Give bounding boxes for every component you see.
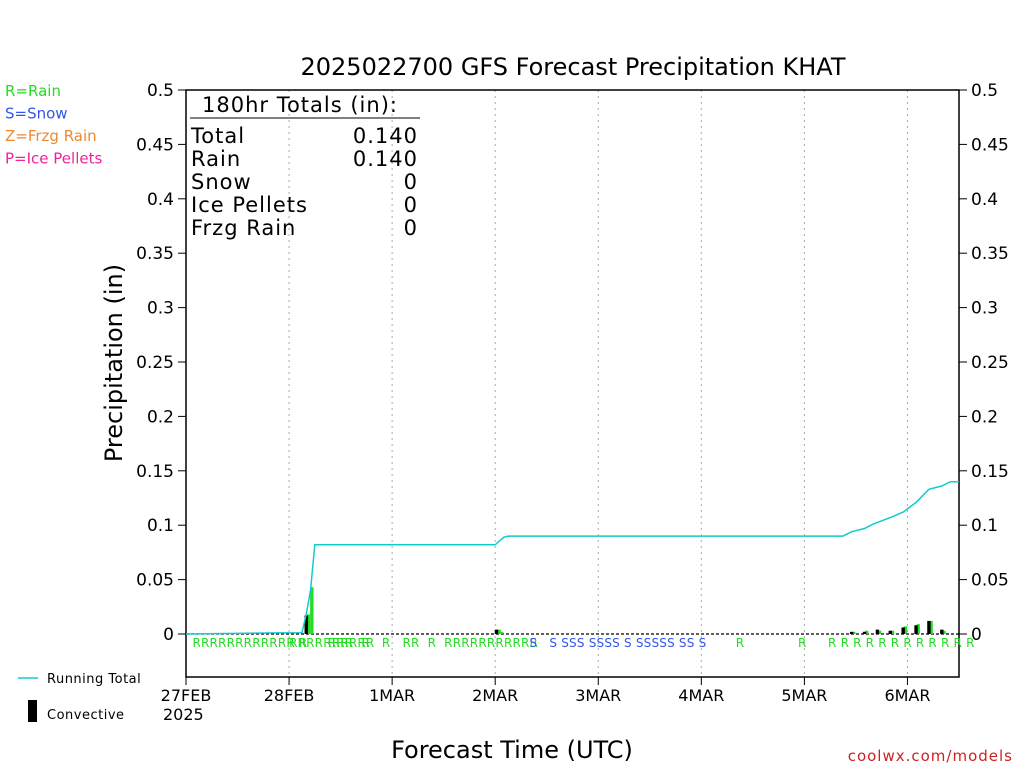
totals-row-value: 0 — [404, 170, 418, 194]
convective-bar — [940, 629, 944, 634]
convective-legend-swatch — [28, 700, 37, 722]
y-tick-label: 0.3 — [147, 299, 174, 319]
y-tick-label: 0 — [971, 625, 982, 645]
x-tick-label: 3MAR — [575, 686, 621, 705]
totals-box: 180hr Totals (in): Total 0.140 Rain 0.140 Sno… — [190, 93, 420, 240]
totals-row-label: Snow — [191, 170, 252, 194]
ptype-legend-entry: Z=Frzg Rain — [5, 127, 97, 145]
y-tick-label: 0.1 — [147, 516, 174, 536]
rain-bar — [942, 630, 946, 634]
rain-bar — [852, 631, 856, 634]
ptype-mark: RRRRRRRRRR — [289, 636, 374, 650]
y-tick-label: 0.15 — [971, 462, 1009, 482]
x-axis: 27FEB 28FEB 1MAR 2MAR 3MAR 4MAR 5MAR 6MAR — [161, 677, 930, 705]
totals-row-value: 0.140 — [353, 124, 418, 148]
rain-bar — [903, 626, 908, 634]
totals-row-value: 0 — [404, 216, 418, 240]
y-axis-left: 0 0.05 0.1 0.15 0.2 0.25 0.3 0.35 0.4 0.45 0.5 — [136, 81, 186, 645]
ptype-mark: R — [736, 636, 745, 650]
y-tick-label: 0.2 — [971, 407, 998, 427]
totals-row-value: 0.140 — [353, 147, 418, 171]
series-legend: Running Total Convective — [18, 672, 141, 723]
series-legend-label: Convective — [47, 708, 125, 723]
rain-bar — [890, 630, 895, 634]
y-tick-label: 0.45 — [136, 135, 174, 155]
x-tick-label: 6MAR — [884, 686, 930, 705]
rain-bar — [499, 631, 504, 634]
y-axis-right: 0 0.05 0.1 0.15 0.2 0.25 0.3 0.35 0.4 0.45 0.5 — [959, 81, 1009, 645]
running-total-series — [185, 480, 959, 635]
y-tick-label: 0.1 — [971, 516, 998, 536]
x-axis-year: 2025 — [163, 705, 204, 724]
convective-bar — [888, 630, 892, 634]
totals-row-label: Ice Pellets — [191, 193, 308, 217]
series-legend-label: Running Total — [47, 672, 141, 687]
y-tick-label: 0.4 — [971, 190, 998, 210]
x-tick-label: 27FEB — [161, 686, 212, 705]
ptype-mark: S S SSS SSSS S SSSSS SS S — [530, 636, 707, 650]
y-tick-label: 0.5 — [971, 81, 998, 101]
precip-type-legend: R=Rain S=Snow Z=Frzg Rain P=Ice Pellets — [5, 82, 102, 168]
convective-bar — [494, 629, 499, 634]
ptype-mark: RRRRRRRRRRRR R — [192, 636, 307, 650]
ptype-mark: RRR R R RR R RRRRRRRRRRR — [328, 636, 538, 650]
rain-bars — [306, 587, 946, 634]
y-tick-label: 0.5 — [147, 81, 174, 101]
x-axis-label: Forecast Time (UTC) — [391, 736, 633, 764]
ptype-legend-entry: P=Ice Pellets — [5, 150, 102, 168]
ptype-legend-entry: R=Rain — [5, 82, 61, 100]
y-tick-label: 0.45 — [971, 135, 1009, 155]
rain-bar — [497, 629, 501, 634]
y-tick-label: 0.05 — [971, 571, 1009, 591]
x-tick-label: 5MAR — [781, 686, 827, 705]
convective-bar — [862, 631, 867, 634]
x-tick-label: 4MAR — [678, 686, 724, 705]
convective-bar — [875, 629, 880, 634]
y-tick-label: 0.25 — [136, 353, 174, 373]
grid-lines — [288, 90, 908, 677]
rain-bar — [306, 614, 311, 634]
totals-row-label: Rain — [191, 147, 241, 171]
credit-text: coolwx.com/models — [848, 747, 1013, 765]
ptype-mark: R — [798, 636, 807, 650]
y-tick-label: 0.35 — [971, 244, 1009, 264]
x-tick-label: 2MAR — [472, 686, 518, 705]
y-tick-label: 0.25 — [971, 353, 1009, 373]
running-total-line — [185, 480, 959, 635]
rain-bar — [877, 630, 882, 634]
ptype-mark: R R R R R R R R R R R R — [828, 636, 975, 650]
rain-bar — [864, 630, 869, 634]
convective-bar — [901, 627, 905, 634]
rain-bar — [916, 624, 920, 634]
y-tick-label: 0.2 — [147, 407, 174, 427]
rain-bar — [310, 587, 314, 634]
totals-row-label: Total — [190, 124, 245, 148]
convective-bars — [304, 615, 944, 634]
chart-title: 2025022700 GFS Forecast Precipitation KH… — [301, 53, 846, 81]
convective-bar — [849, 631, 854, 634]
totals-row-value: 0 — [404, 193, 418, 217]
convective-bar — [927, 620, 931, 634]
x-tick-label: 1MAR — [369, 686, 415, 705]
plot-frame — [185, 89, 960, 678]
y-tick-label: 0.3 — [971, 299, 998, 319]
y-tick-label: 0 — [163, 625, 174, 645]
y-tick-label: 0.4 — [147, 190, 174, 210]
totals-row-label: Frzg Rain — [191, 216, 296, 240]
ptype-legend-entry: S=Snow — [5, 105, 68, 123]
x-tick-label: 28FEB — [264, 686, 315, 705]
y-axis-label: Precipitation (in) — [100, 264, 128, 462]
convective-bar — [914, 625, 918, 634]
totals-header: 180hr Totals (in): — [202, 93, 398, 117]
y-tick-label: 0.15 — [136, 462, 174, 482]
convective-bar — [304, 615, 308, 634]
y-tick-label: 0.05 — [136, 571, 174, 591]
rain-bar — [929, 620, 933, 634]
y-tick-label: 0.35 — [136, 244, 174, 264]
